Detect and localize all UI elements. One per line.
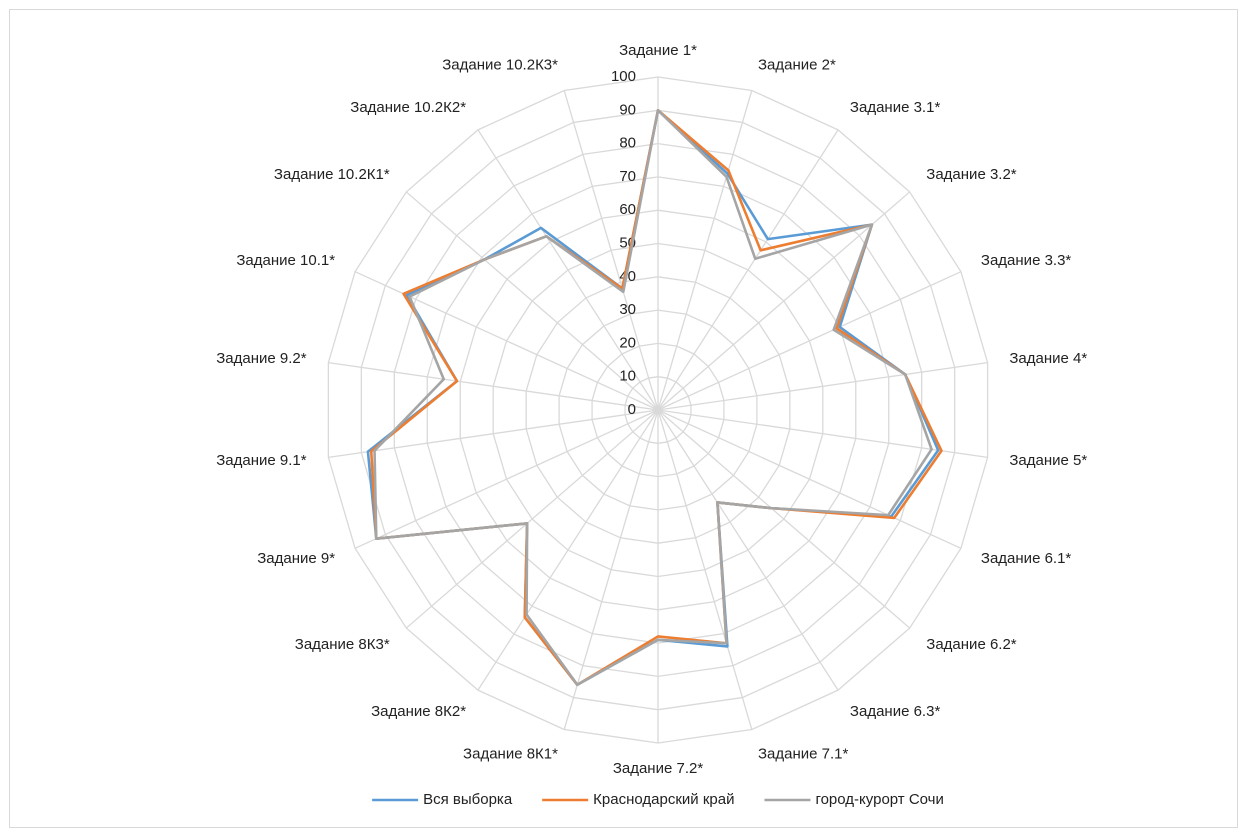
tick-label: 0 xyxy=(628,401,636,418)
legend-label: Краснодарский край xyxy=(593,791,734,808)
series-line xyxy=(373,109,933,687)
spoke xyxy=(657,129,839,411)
category-label: Задание 9.2* xyxy=(216,350,307,367)
tick-label: 90 xyxy=(619,101,636,118)
category-label: Задание 3.3* xyxy=(981,252,1072,269)
category-label: Задание 3.1* xyxy=(850,99,941,116)
spoke xyxy=(354,409,659,549)
spoke xyxy=(405,409,659,629)
category-label: Задание 10.2К1* xyxy=(274,166,390,183)
tick-label: 30 xyxy=(619,301,636,318)
category-label: Задание 5* xyxy=(1009,452,1087,469)
tick-label: 60 xyxy=(619,201,636,218)
tick-label: 100 xyxy=(611,68,636,85)
spoke xyxy=(657,361,988,411)
tick-label: 80 xyxy=(619,135,636,152)
category-label: Задание 6.1* xyxy=(981,550,1072,567)
spoke xyxy=(328,361,659,411)
spoke xyxy=(657,409,839,691)
category-label: Задание 8К1* xyxy=(463,745,558,762)
legend: Вся выборка Краснодарский край город-курор… xyxy=(372,791,944,808)
tick-label: 10 xyxy=(619,368,636,385)
spoke xyxy=(657,409,911,629)
spoke xyxy=(657,409,962,549)
category-label: Задание 2* xyxy=(758,57,836,74)
spoke xyxy=(328,409,659,459)
category-label: Задание 3.2* xyxy=(926,166,1017,183)
series xyxy=(366,109,943,687)
grid xyxy=(327,76,989,744)
category-label: Задание 1* xyxy=(619,42,697,59)
spoke xyxy=(657,90,753,411)
legend-label: город-курорт Сочи xyxy=(815,791,943,808)
category-label: Задание 4* xyxy=(1009,350,1087,367)
spoke xyxy=(563,409,659,730)
category-label: Задание 10.1* xyxy=(236,252,335,269)
series-line xyxy=(369,109,943,687)
category-label: Задание 6.2* xyxy=(926,636,1017,653)
category-label: Задание 7.2* xyxy=(613,760,704,777)
category-label: Задание 8К2* xyxy=(371,703,466,720)
spoke xyxy=(657,271,962,411)
category-label: Задание 10.2К2* xyxy=(350,99,466,116)
spoke xyxy=(563,90,659,411)
spoke xyxy=(657,409,753,730)
category-label: Задание 7.1* xyxy=(758,745,849,762)
chart-border xyxy=(9,9,1238,828)
spoke xyxy=(657,191,911,411)
category-label: Задание 6.3* xyxy=(850,703,941,720)
legend-label: Вся выборка xyxy=(423,791,513,808)
tick-label: 20 xyxy=(619,334,636,351)
spoke xyxy=(405,191,659,411)
spoke xyxy=(477,409,659,691)
category-label: Задание 8К3* xyxy=(295,636,390,653)
category-label: Задание 9* xyxy=(257,550,335,567)
category-label: Задание 9.1* xyxy=(216,452,307,469)
tick-label: 70 xyxy=(619,168,636,185)
category-label: Задание 10.2К3* xyxy=(442,57,558,74)
spoke xyxy=(477,129,659,411)
